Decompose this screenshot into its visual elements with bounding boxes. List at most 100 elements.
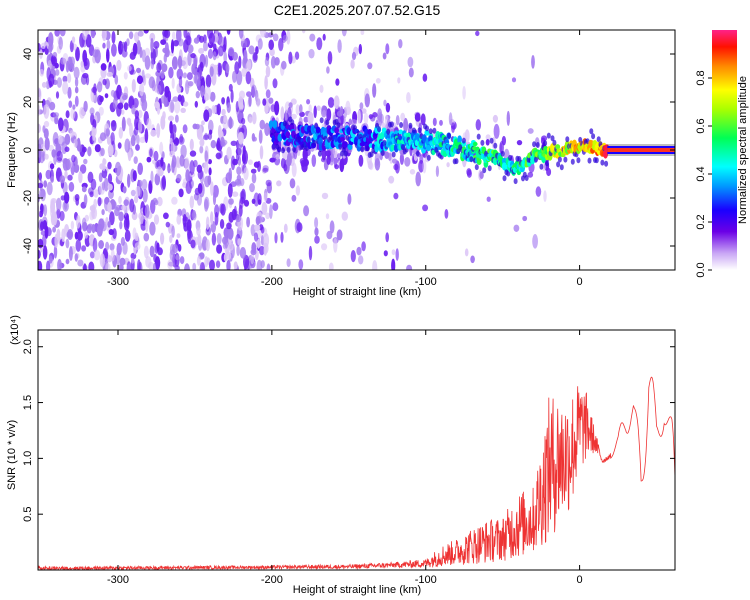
spectrogram-trace-halo — [338, 143, 343, 150]
spectrogram-trace-halo — [474, 164, 479, 171]
spectrogram-noise-blob — [267, 32, 274, 38]
spectrogram-noise-blob — [105, 263, 111, 270]
spectrogram-noise-blob — [101, 30, 107, 42]
spectrogram-trace-halo — [502, 175, 507, 182]
spectrogram-noise-blob — [363, 112, 369, 125]
spectrogram-noise-blob — [104, 93, 109, 99]
spectrogram-noise-blob — [263, 245, 268, 256]
spectrogram-noise-blob — [65, 110, 70, 119]
x-tick-label: -200 — [261, 574, 283, 586]
spectrogram-noise-blob — [196, 164, 203, 173]
spectrogram-noise-blob — [184, 157, 190, 172]
spectrogram-noise-blob — [214, 211, 219, 226]
spectrogram-x-label: Height of straight line (km) — [293, 286, 421, 298]
spectrogram-noise-blob — [358, 43, 362, 55]
spectrogram-noise-blob — [308, 48, 315, 59]
spectrogram-trace-halo — [524, 175, 529, 181]
spectrogram-noise-blob — [204, 54, 209, 68]
spectrogram-noise-blob — [351, 51, 357, 61]
spectrogram-noise-blob — [316, 105, 321, 111]
spectrogram-noise-blob — [131, 104, 136, 115]
spectrogram-noise-blob — [475, 119, 481, 131]
spectrogram-noise-blob — [87, 146, 92, 157]
spectrogram-noise-blob — [91, 207, 98, 220]
spectrogram-trace-halo — [417, 127, 422, 134]
spectrogram-noise-blob — [74, 77, 79, 88]
spectrogram-noise-blob — [101, 209, 105, 216]
spectrogram-trace-blob — [555, 144, 561, 150]
spectrogram-noise-blob — [43, 128, 49, 140]
spectrogram-noise-blob — [171, 77, 175, 89]
spectrogram-noise-blob — [230, 155, 236, 171]
spectrogram-noise-blob — [53, 150, 57, 165]
spectrogram-trace-blob — [398, 129, 404, 135]
spectrogram-noise-blob — [257, 38, 263, 50]
spectrogram-noise-blob — [350, 119, 357, 126]
spectrogram-noise-blob — [204, 196, 210, 210]
snr-frame — [37, 329, 676, 571]
spectrogram-noise-blob — [308, 104, 312, 114]
spectrogram-noise-blob — [227, 227, 234, 240]
spectrogram-noise-blob — [368, 162, 374, 171]
spectrogram-noise-blob — [59, 175, 66, 184]
spectrogram-noise-blob — [336, 229, 343, 241]
spectrogram-noise-blob — [118, 211, 124, 222]
spectrogram-noise-blob — [150, 58, 155, 70]
spectrogram-trace-halo — [365, 145, 370, 152]
spectrogram-noise-blob — [239, 247, 247, 259]
spectrogram-noise-blob — [228, 198, 234, 205]
spectrogram-noise-blob — [298, 259, 304, 270]
spectrogram-noise-blob — [186, 219, 192, 232]
spectrogram-noise-blob — [83, 263, 87, 270]
spectrogram-noise-blob — [372, 112, 378, 118]
spectrogram-noise-blob — [200, 85, 206, 99]
spectrogram-noise-blob — [167, 167, 171, 173]
spectrogram-noise-blob — [243, 254, 250, 269]
spectrogram-noise-blob — [372, 83, 377, 98]
spectrogram-noise-blob — [47, 32, 54, 47]
spectrogram-noise-blob — [541, 162, 546, 171]
spectrogram-noise-blob — [121, 116, 126, 132]
spectrogram-noise-blob — [270, 104, 276, 113]
spectrogram-noise-blob — [96, 223, 103, 237]
spectrogram-noise-blob — [44, 137, 50, 151]
spectrogram-noise-blob — [178, 76, 183, 88]
spectrogram-noise-blob — [182, 124, 188, 134]
y-tick-label: 0.5 — [22, 507, 34, 522]
spectrogram-noise-blob — [357, 110, 361, 124]
spectrogram-noise-blob — [237, 144, 242, 157]
spectrogram-noise-blob — [43, 104, 50, 119]
spectrogram-trace-blob — [603, 149, 608, 159]
spectrogram-noise-blob — [76, 230, 83, 241]
spectrogram-noise-blob — [67, 174, 73, 181]
spectrogram-noise-blob — [118, 126, 124, 139]
spectrogram-noise-blob — [114, 206, 120, 217]
spectrogram-noise-blob — [117, 264, 124, 270]
colorbar-tick-label: 0.2 — [695, 214, 707, 229]
spectrogram-noise-blob — [163, 212, 169, 220]
spectrogram-noise-blob — [309, 33, 316, 42]
spectrogram-noise-blob — [265, 179, 272, 187]
spectrogram-noise-blob — [42, 245, 48, 260]
spectrogram-noise-blob — [122, 94, 128, 101]
spectrogram-noise-blob — [282, 34, 288, 42]
spectrogram-noise-blob — [230, 89, 234, 103]
spectrogram-trace-halo — [545, 160, 549, 167]
spectrogram-noise-blob — [272, 33, 279, 42]
spectrogram-trace-halo — [506, 170, 511, 177]
spectrogram-noise-blob — [199, 145, 204, 154]
spectrogram-noise-blob — [176, 68, 183, 80]
spectrogram-trace-halo — [277, 146, 282, 153]
spectrogram-noise-blob — [41, 42, 46, 49]
spectrogram-noise-blob — [212, 51, 217, 61]
spectrogram-trace-halo — [360, 146, 365, 153]
spectrogram-trace-halo — [290, 119, 295, 126]
spectrogram-noise-blob — [97, 196, 102, 207]
spectrogram-noise-blob — [144, 204, 150, 219]
spectrogram-noise-blob — [415, 171, 422, 187]
spectrogram-noise-blob — [189, 195, 195, 209]
spectrogram-noise-blob — [38, 87, 42, 101]
spectrogram-noise-blob — [49, 163, 55, 170]
spectrogram-noise-blob — [81, 186, 87, 193]
